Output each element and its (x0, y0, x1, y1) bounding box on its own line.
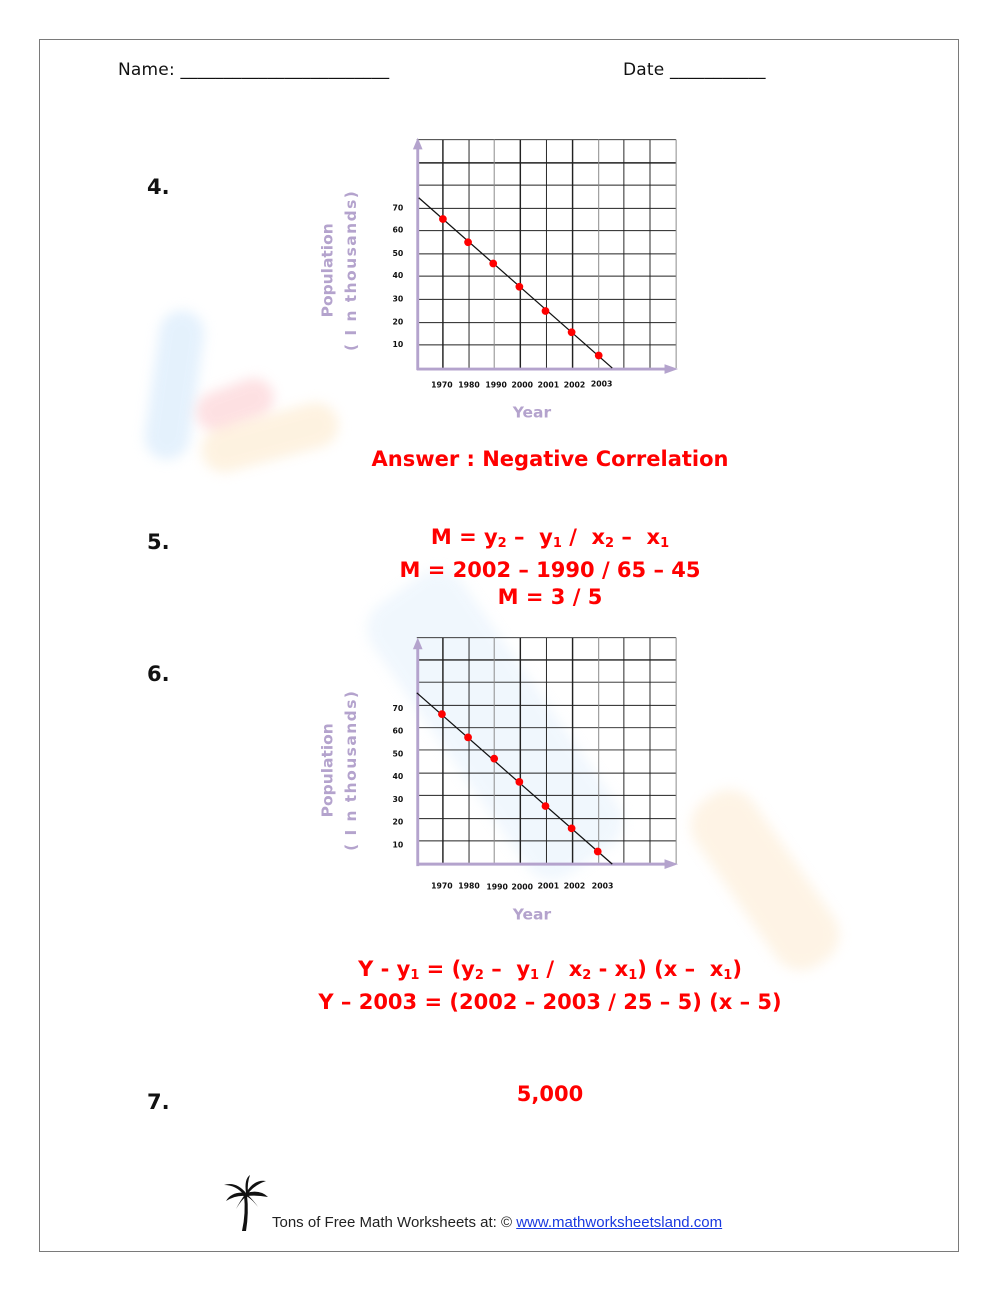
svg-text:40: 40 (392, 271, 403, 280)
svg-text:2003: 2003 (592, 881, 614, 890)
x-axis-title: Year (512, 905, 552, 923)
question-number-5: 5. (147, 530, 170, 554)
y-axis-arrow-icon (412, 637, 423, 650)
footer: Tons of Free Math Worksheets at: © www.m… (272, 1214, 722, 1231)
svg-text:2000: 2000 (511, 882, 533, 891)
question-number-7: 7. (147, 1090, 170, 1114)
svg-text:1990: 1990 (486, 882, 508, 891)
svg-text:20: 20 (392, 318, 403, 327)
svg-text:10: 10 (392, 340, 403, 349)
data-points (439, 215, 603, 360)
svg-text:70: 70 (392, 704, 403, 713)
page-border (39, 39, 959, 1252)
data-points (438, 710, 602, 856)
answer-question-4: Answer : Negative Correlation (371, 447, 729, 471)
trend-line (416, 692, 613, 865)
svg-text:1980: 1980 (458, 881, 480, 890)
svg-text:70: 70 (392, 203, 403, 212)
svg-text:2001: 2001 (538, 380, 560, 389)
formula-line: Y – 2003 = (2002 – 2003 / 25 – 5) (x – 5… (318, 990, 782, 1014)
svg-text:2001: 2001 (538, 881, 560, 890)
svg-text:60: 60 (392, 226, 403, 235)
axes (412, 637, 679, 869)
answer-question-7: 5,000 (516, 1082, 584, 1106)
trend-line (418, 197, 613, 369)
formula-line: M = y2 – y1 / x2 – x1 (430, 525, 670, 551)
svg-text:2002: 2002 (564, 380, 586, 389)
svg-text:20: 20 (392, 817, 403, 826)
formula-line: M = 2002 – 1990 / 65 – 45 (399, 558, 701, 582)
x-axis-arrow-icon (664, 364, 679, 374)
date-field: Date ___________ (623, 60, 766, 80)
grid (416, 637, 677, 865)
scatter-chart-1: 70 60 50 40 30 20 10 1970 1980 1990 2000… (319, 137, 679, 421)
svg-text:( I n thousands): ( I n thousands) (342, 190, 360, 351)
formula-line: M = 3 / 5 (497, 585, 603, 609)
svg-text:50: 50 (392, 249, 403, 258)
scatter-chart-2: 70 60 50 40 30 20 10 1970 1980 1990 2000… (319, 637, 679, 923)
svg-text:1970: 1970 (431, 881, 453, 890)
question-number-4: 4. (147, 175, 170, 199)
svg-text:2000: 2000 (511, 380, 533, 389)
x-axis-arrow-icon (664, 859, 679, 869)
svg-text:60: 60 (392, 726, 403, 735)
name-field: Name: ________________________ (118, 60, 390, 80)
svg-text:1970: 1970 (431, 380, 453, 389)
svg-text:1980: 1980 (458, 380, 480, 389)
svg-text:10: 10 (392, 841, 403, 850)
x-axis-title: Year (512, 403, 552, 421)
svg-text:Population: Population (319, 223, 337, 317)
palm-tree-icon (224, 1175, 268, 1231)
svg-text:Population: Population (319, 723, 337, 817)
formula-line: Y - y1 = (y2 – y1 / x2 - x1) (x – x1) (358, 957, 742, 983)
formula-question-5: M = y2 – y1 / x2 – x1 M = 2002 – 1990 / … (0, 524, 1000, 611)
svg-text:1990: 1990 (485, 380, 507, 389)
svg-text:30: 30 (392, 795, 403, 804)
svg-text:40: 40 (392, 772, 403, 781)
y-axis-arrow-icon (412, 137, 423, 150)
formula-question-6: Y - y1 = (y2 – y1 / x2 - x1) (x – x1) Y … (0, 956, 1000, 1016)
svg-text:( I n thousands): ( I n thousands) (342, 690, 360, 851)
y-axis-title: Population ( I n thousands) (319, 690, 360, 851)
svg-text:2002: 2002 (564, 881, 586, 890)
svg-text:50: 50 (392, 750, 403, 759)
footer-text: Tons of Free Math Worksheets at: © (272, 1214, 517, 1231)
question-number-6: 6. (147, 662, 170, 686)
svg-text:30: 30 (392, 294, 403, 303)
y-axis-title: Population ( I n thousands) (319, 190, 360, 351)
svg-text:2003: 2003 (591, 379, 613, 388)
footer-link[interactable]: www.mathworksheetsland.com (516, 1214, 723, 1231)
grid (416, 139, 677, 369)
axes (412, 137, 679, 374)
